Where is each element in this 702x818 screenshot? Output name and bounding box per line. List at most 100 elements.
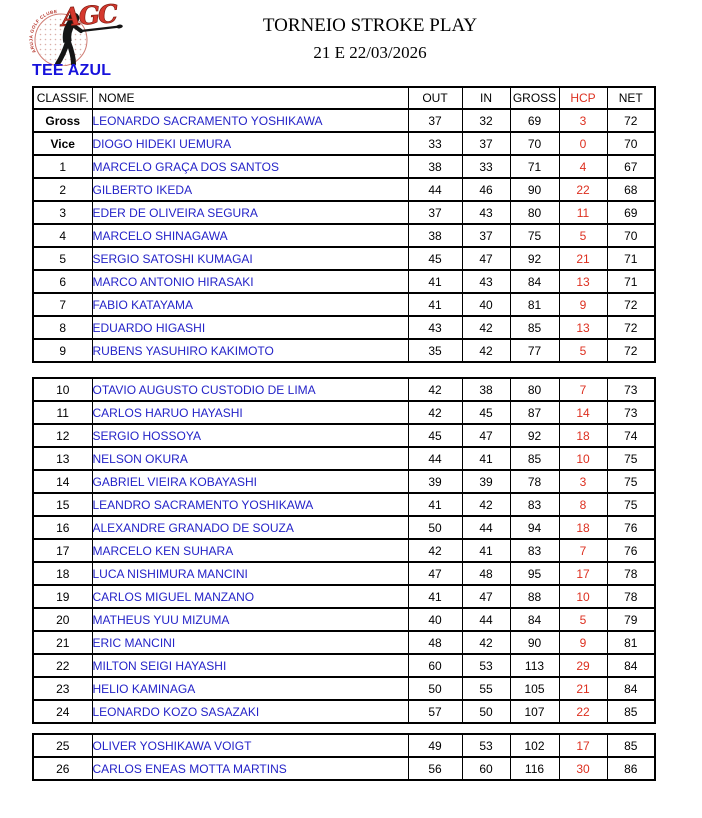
in-score: 38	[461, 377, 511, 402]
in-score: 45	[461, 400, 511, 425]
table-row: 12 SERGIO HOSSOYA 45 47 92 18 74	[32, 423, 656, 448]
golfer-icon	[55, 12, 123, 66]
table-row: 19 CARLOS MIGUEL MANZANO 41 47 88 10 78	[32, 584, 656, 609]
col-header-gross: GROSS	[509, 86, 560, 110]
net-score: 72	[606, 292, 656, 317]
player-name: GILBERTO IKEDA	[91, 177, 409, 202]
hcp-value: 0	[558, 131, 608, 156]
classif-cell: 12	[32, 423, 93, 448]
hcp-value: 29	[558, 653, 608, 678]
out-score: 48	[407, 630, 463, 655]
player-name: ERIC MANCINI	[91, 630, 409, 655]
out-score: 44	[407, 177, 463, 202]
table-row: 10 OTAVIO AUGUSTO CUSTODIO DE LIMA 42 38 80 7…	[32, 377, 656, 402]
player-name: SERGIO SATOSHI KUMAGAI	[91, 246, 409, 271]
out-score: 50	[407, 676, 463, 701]
net-score: 67	[606, 154, 656, 179]
out-score: 42	[407, 538, 463, 563]
hcp-value: 30	[558, 756, 608, 781]
table-row: 16 ALEXANDRE GRANADO DE SOUZA 50 44 94 18 76	[32, 515, 656, 540]
player-name: CARLOS ENEAS MOTTA MARTINS	[91, 756, 409, 781]
table-row: 20 MATHEUS YUU MIZUMA 40 44 84 5 79	[32, 607, 656, 632]
classif-cell: 8	[32, 315, 93, 340]
out-score: 56	[407, 756, 463, 781]
out-score: 50	[407, 515, 463, 540]
in-score: 43	[461, 269, 511, 294]
classif-cell: 3	[32, 200, 93, 225]
out-score: 47	[407, 561, 463, 586]
classif-cell: 20	[32, 607, 93, 632]
player-name: NELSON OKURA	[91, 446, 409, 471]
out-score: 41	[407, 292, 463, 317]
out-score: 39	[407, 469, 463, 494]
in-score: 47	[461, 423, 511, 448]
gross-score: 84	[509, 607, 560, 632]
in-score: 47	[461, 246, 511, 271]
hcp-value: 13	[558, 315, 608, 340]
gross-score: 84	[509, 269, 560, 294]
player-name: LEANDRO SACRAMENTO YOSHIKAWA	[91, 492, 409, 517]
gross-score: 85	[509, 315, 560, 340]
out-score: 40	[407, 607, 463, 632]
player-name: ALEXANDRE GRANADO DE SOUZA	[91, 515, 409, 540]
table-row: 8 EDUARDO HIGASHI 43 42 85 13 72	[32, 315, 656, 340]
classif-cell: 7	[32, 292, 93, 317]
net-score: 76	[606, 538, 656, 563]
classif-cell: 15	[32, 492, 93, 517]
in-score: 42	[461, 315, 511, 340]
table-row: 18 LUCA NISHIMURA MANCINI 47 48 95 17 78	[32, 561, 656, 586]
out-score: 44	[407, 446, 463, 471]
hcp-value: 5	[558, 223, 608, 248]
out-score: 49	[407, 733, 463, 758]
gross-score: 107	[509, 699, 560, 724]
gross-score: 102	[509, 733, 560, 758]
in-score: 43	[461, 200, 511, 225]
player-name: EDUARDO HIGASHI	[91, 315, 409, 340]
table-row: 9 RUBENS YASUHIRO KAKIMOTO 35 42 77 5 72	[32, 338, 656, 363]
hcp-value: 7	[558, 377, 608, 402]
gross-score: 80	[509, 377, 560, 402]
net-score: 84	[606, 676, 656, 701]
classif-cell: 9	[32, 338, 93, 363]
player-name: EDER DE OLIVEIRA SEGURA	[91, 200, 409, 225]
out-score: 37	[407, 108, 463, 133]
net-score: 73	[606, 400, 656, 425]
classif-cell: 23	[32, 676, 93, 701]
hcp-value: 7	[558, 538, 608, 563]
logo-monogram: AGC	[58, 2, 119, 32]
player-name: CARLOS MIGUEL MANZANO	[91, 584, 409, 609]
out-score: 60	[407, 653, 463, 678]
table-row: 4 MARCELO SHINAGAWA 38 37 75 5 70	[32, 223, 656, 248]
table-row: 21 ERIC MANCINI 48 42 90 9 81	[32, 630, 656, 655]
col-header-hcp: HCP	[558, 86, 608, 110]
gross-score: 83	[509, 492, 560, 517]
player-name: MARCELO SHINAGAWA	[91, 223, 409, 248]
classif-cell: 6	[32, 269, 93, 294]
out-score: 41	[407, 584, 463, 609]
gross-score: 113	[509, 653, 560, 678]
in-score: 60	[461, 756, 511, 781]
in-score: 50	[461, 699, 511, 724]
classif-cell: Gross	[32, 108, 93, 133]
classif-cell: 25	[32, 733, 93, 758]
player-name: OTAVIO AUGUSTO CUSTODIO DE LIMA	[91, 377, 409, 402]
net-score: 73	[606, 377, 656, 402]
col-header-net: NET	[606, 86, 656, 110]
in-score: 39	[461, 469, 511, 494]
hcp-value: 3	[558, 469, 608, 494]
table-row: 1 MARCELO GRAÇA DOS SANTOS 38 33 71 4 67	[32, 154, 656, 179]
out-score: 37	[407, 200, 463, 225]
table-row: Vice DIOGO HIDEKI UEMURA 33 37 70 0 70	[32, 131, 656, 156]
in-score: 44	[461, 607, 511, 632]
classif-cell: 24	[32, 699, 93, 724]
out-score: 38	[407, 223, 463, 248]
table-row: 6 MARCO ANTONIO HIRASAKI 41 43 84 13 71	[32, 269, 656, 294]
player-name: FABIO KATAYAMA	[91, 292, 409, 317]
gross-score: 90	[509, 630, 560, 655]
gross-score: 80	[509, 200, 560, 225]
table-row: 25 OLIVER YOSHIKAWA VOIGT 49 53 102 17 85	[32, 733, 656, 758]
net-score: 71	[606, 246, 656, 271]
in-score: 42	[461, 630, 511, 655]
player-name: MARCELO KEN SUHARA	[91, 538, 409, 563]
